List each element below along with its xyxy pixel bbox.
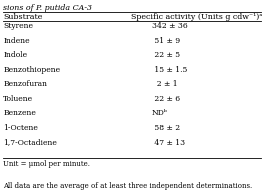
Text: 342 ± 36: 342 ± 36 bbox=[152, 22, 188, 30]
Text: Specific activity (Units g cdw⁻¹)ᵃ: Specific activity (Units g cdw⁻¹)ᵃ bbox=[131, 13, 262, 21]
Text: 15 ± 1.5: 15 ± 1.5 bbox=[152, 66, 187, 74]
Text: 2 ± 1: 2 ± 1 bbox=[152, 80, 178, 88]
Text: Unit = μmol per minute.: Unit = μmol per minute. bbox=[3, 160, 90, 168]
Text: 1-Octene: 1-Octene bbox=[3, 124, 38, 132]
Text: Benzothiopene: Benzothiopene bbox=[3, 66, 60, 74]
Text: 1,7-Octadiene: 1,7-Octadiene bbox=[3, 139, 57, 147]
Text: NDᵇ: NDᵇ bbox=[152, 109, 168, 118]
Text: Benzene: Benzene bbox=[3, 109, 36, 118]
Text: Indole: Indole bbox=[3, 51, 27, 59]
Text: Styrene: Styrene bbox=[3, 22, 33, 30]
Text: 47 ± 13: 47 ± 13 bbox=[152, 139, 185, 147]
Text: 22 ± 5: 22 ± 5 bbox=[152, 51, 180, 59]
Text: Substrate: Substrate bbox=[3, 13, 42, 21]
Text: 22 ± 6: 22 ± 6 bbox=[152, 95, 180, 103]
Text: sions of P. putida CA-3: sions of P. putida CA-3 bbox=[3, 4, 92, 12]
Text: Indene: Indene bbox=[3, 36, 30, 45]
Text: 51 ± 9: 51 ± 9 bbox=[152, 36, 180, 45]
Text: Toluene: Toluene bbox=[3, 95, 33, 103]
Text: 58 ± 2: 58 ± 2 bbox=[152, 124, 180, 132]
Text: All data are the average of at least three independent determinations.: All data are the average of at least thr… bbox=[3, 182, 252, 190]
Text: Benzofuran: Benzofuran bbox=[3, 80, 47, 88]
